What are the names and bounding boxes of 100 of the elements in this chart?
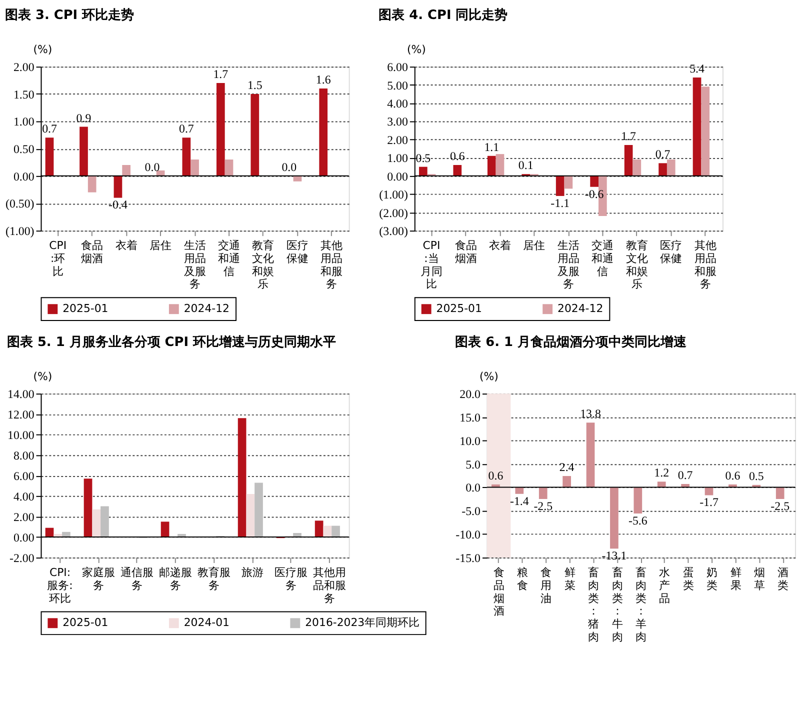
x-tick-label: 水产品 [659, 566, 670, 605]
x-tick-label: 衣着 [488, 238, 511, 252]
x-tick-label: 其他用品和服务 [313, 566, 346, 605]
y-tick-label: (0.50) [6, 196, 34, 211]
y-tick-label: 12.00 [7, 408, 34, 422]
legend-label: 2024-12 [184, 302, 230, 316]
y-axis-title: (%) [33, 370, 52, 384]
chart-title: 图表 6. 1 月食品烟酒分项中类同比增速 [455, 334, 688, 350]
data-label: 0.6 [450, 149, 465, 164]
data-label: -13.1 [602, 548, 627, 563]
data-label: 1.2 [654, 466, 670, 480]
legend-label: 2016-2023年同期环比 [305, 616, 420, 630]
x-tick-label: 衣着 [115, 238, 138, 252]
chart-title: 图表 5. 1 月服务业各分项 CPI 环比增速与历史同期水平 [6, 334, 336, 350]
x-tick-label: 生活用品及服务 [184, 238, 206, 291]
x-tick-label: 食用油 [540, 566, 552, 605]
x-tick-label: 教育服务 [198, 566, 231, 592]
legend-label: 2025-01 [62, 302, 108, 316]
legend-label: 2025-01 [436, 302, 482, 316]
y-tick-label: 14.00 [7, 387, 34, 402]
x-tick-label: 医疗服务 [274, 566, 308, 592]
x-tick-label: 居住 [523, 238, 546, 252]
x-tick-label: 畜肉类：牛肉 [612, 566, 623, 644]
x-tick-label: 畜肉类：猪肉 [588, 566, 600, 644]
y-tick-label: 6.00 [13, 469, 34, 484]
x-tick-label: 邮递服务 [159, 566, 192, 592]
y-tick-label: -2.00 [9, 551, 34, 566]
x-tick-label: 食品烟酒 [493, 566, 504, 618]
y-tick-label: 15.0 [460, 410, 481, 424]
y-tick-label: 1.00 [13, 114, 34, 129]
x-tick-label: CPI:当月同比 [420, 238, 443, 291]
x-tick-label: 医疗保健 [660, 238, 682, 265]
x-tick-label: 奶类 [706, 566, 718, 592]
y-axis-title: (%) [480, 370, 498, 384]
data-label: 1.6 [316, 72, 331, 87]
chart-title: 图表 3. CPI 环比走势 [4, 6, 134, 23]
data-label: 0.7 [42, 122, 57, 136]
x-tick-label: 食品烟酒 [454, 238, 477, 265]
data-label: 0.0 [144, 160, 160, 174]
y-tick-label: 0.0 [466, 480, 481, 495]
data-label: 1.1 [484, 140, 500, 154]
y-tick-label: 10.0 [460, 434, 481, 448]
data-label: -1.7 [700, 495, 718, 510]
y-tick-label: -10.0 [456, 528, 481, 542]
x-tick-label: 蛋类 [682, 566, 694, 592]
y-tick-label: (1.00) [379, 188, 408, 202]
data-label: 1.7 [621, 128, 636, 143]
y-tick-label: 1.00 [387, 151, 408, 166]
y-axis-title: (%) [33, 43, 52, 56]
y-tick-label: 0.00 [387, 169, 408, 184]
x-tick-label: 其他用品和服务 [320, 238, 343, 291]
data-label: -1.4 [510, 494, 529, 508]
data-label: 0.9 [76, 110, 92, 125]
x-tick-label: 生活用品及服务 [557, 238, 580, 291]
y-tick-label: 10.00 [7, 428, 34, 442]
x-tick-label: 通信服务 [120, 566, 154, 592]
data-label: 0.6 [488, 468, 504, 482]
y-tick-label: (3.00) [379, 224, 408, 238]
data-label: 0.7 [178, 122, 194, 136]
x-tick-label: 交通和通信 [218, 238, 240, 278]
y-tick-label: 5.0 [466, 457, 481, 472]
data-label: 5.4 [690, 62, 705, 76]
y-tick-label: 1.50 [13, 87, 34, 102]
x-tick-label: 其他用品和服务 [694, 238, 716, 291]
y-tick-label: 4.00 [387, 96, 408, 111]
x-tick-label: 教育文化和娱乐 [626, 238, 648, 291]
y-tick-label: (2.00) [379, 206, 408, 220]
data-label: 13.8 [580, 406, 601, 421]
y-tick-label: 0.00 [13, 530, 34, 545]
y-tick-label: 5.00 [387, 78, 408, 92]
data-label: 0.7 [678, 468, 693, 482]
y-tick-label: 2.00 [13, 510, 34, 524]
x-tick-label: 居住 [150, 238, 172, 252]
y-tick-label: 8.00 [13, 448, 34, 463]
data-label: 0.5 [416, 150, 431, 165]
data-label: -0.6 [584, 186, 604, 201]
y-tick-label: 4.00 [13, 490, 34, 504]
data-label: -2.5 [770, 498, 790, 513]
x-tick-label: 交通和通信 [592, 238, 614, 278]
x-tick-label: 旅游 [242, 566, 264, 579]
data-label: 1.7 [213, 67, 228, 82]
y-tick-label: 0.00 [13, 169, 34, 184]
legend-label: 2025-01 [62, 616, 108, 630]
x-tick-label: 鲜菜 [564, 566, 576, 592]
x-tick-label: 酒类 [778, 566, 789, 592]
data-label: 0.0 [282, 160, 297, 174]
x-tick-label: CPI:服务:环比 [47, 566, 73, 605]
x-tick-label: 医疗保健 [286, 238, 308, 265]
data-label: 1.5 [247, 78, 262, 92]
y-tick-label: 2.00 [13, 60, 34, 74]
data-label: 0.7 [655, 147, 670, 162]
chart-title: 图表 4. CPI 同比走势 [378, 6, 508, 23]
y-tick-label: 0.50 [13, 142, 34, 156]
x-tick-label: 烟草 [754, 566, 765, 592]
y-tick-label: 3.00 [387, 114, 408, 129]
legend-label: 2024-12 [558, 302, 604, 316]
data-label: -5.6 [628, 513, 648, 528]
x-tick-label: CPI:环比 [49, 238, 67, 278]
data-label: 0.1 [518, 158, 534, 172]
x-tick-label: 食品烟酒 [81, 238, 104, 265]
